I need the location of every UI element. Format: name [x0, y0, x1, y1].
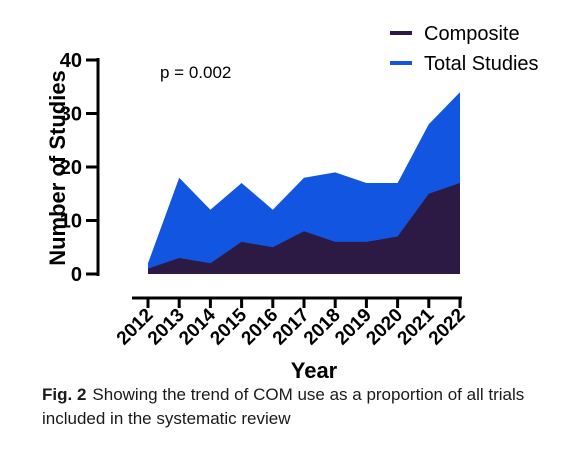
x-axis: 2012201320142015201620172018201920202021… [113, 296, 470, 350]
legend: Composite Total Studies [390, 23, 539, 75]
x-axis-title: Year [291, 358, 338, 380]
chart: 0 10 20 30 40 201220132014201520162017201820… [45, 23, 539, 380]
y-tick-label-20: 20 [60, 157, 82, 179]
y-tick-label-0: 0 [71, 264, 82, 286]
figure-label: Fig. 2 [42, 385, 87, 404]
y-axis-title: Number of Studies [45, 70, 70, 266]
y-tick-label-40: 40 [60, 50, 82, 72]
x-tick-label-2022: 2022 [425, 305, 470, 350]
y-axis: 0 10 20 30 40 [60, 50, 100, 286]
p-value-annotation: p = 0.002 [160, 63, 231, 82]
area-total-studies [148, 92, 460, 274]
y-tick-label-10: 10 [60, 211, 82, 233]
area-composite [148, 183, 460, 274]
chart-areas [147, 92, 461, 274]
figure-caption: Fig. 2 Showing the trend of COM use as a … [42, 383, 552, 431]
y-tick-label-30: 30 [60, 104, 82, 126]
legend-label-composite: Composite [424, 23, 520, 45]
legend-label-total-studies: Total Studies [424, 53, 539, 75]
figure-caption-text: Showing the trend of COM use as a propor… [42, 385, 525, 428]
